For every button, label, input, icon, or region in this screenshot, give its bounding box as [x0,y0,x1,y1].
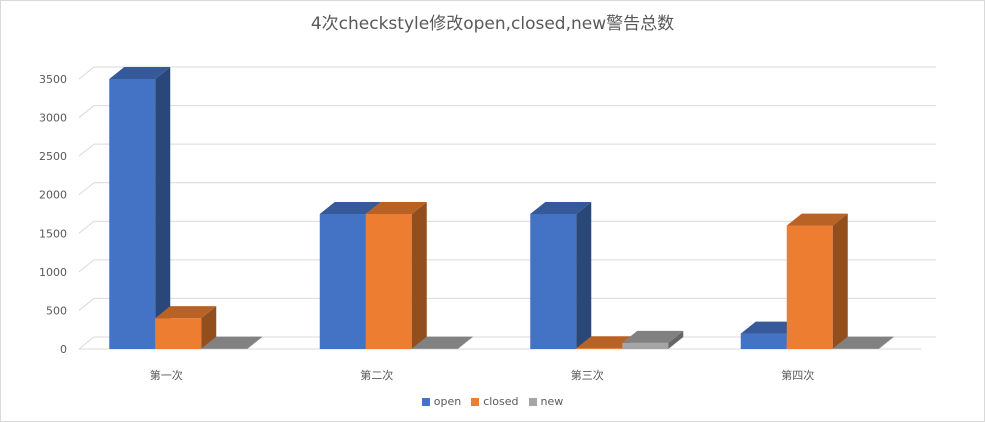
y-tick-label: 1500 [39,227,67,240]
bar-side-open [576,202,592,349]
bar-top-open [530,202,592,214]
bar-top-closed [786,213,848,226]
y-tick-label: 500 [46,304,67,317]
bar-side-new [668,330,684,349]
bar-top-new [622,330,684,343]
gridline-side [78,220,95,234]
bar-side-open [155,67,171,349]
y-tick-label: 3500 [39,73,67,86]
y-tick-label: 3000 [39,112,67,125]
bar-top-open [109,67,171,79]
bar-side-closed [411,202,427,349]
bar-closed [576,348,623,349]
bar-closed [786,225,833,349]
bar-top-new [832,336,894,349]
gridline-side [78,66,95,80]
bar-top-open [740,321,802,334]
legend-label: closed [483,395,519,408]
gridline-side [78,259,95,273]
legend-label: open [433,395,462,408]
bar-top-closed [155,306,217,319]
bar-top-closed [365,202,427,214]
bar-closed [365,214,412,349]
chart-plot: 0 500 1000 1500 2000 2500 3000 3500 第一次 第二次 第三次 第四次 [39,66,936,382]
legend-swatch [471,397,480,406]
legend-item-new: new [528,395,564,408]
bar-top-new [201,336,263,349]
bar-top-closed [576,336,638,349]
bar-open [109,79,156,349]
x-tick-label: 第四次 [781,368,814,382]
y-tick-label: 1000 [39,266,67,279]
gridline-side [78,105,95,118]
x-tick-label: 第一次 [150,368,183,382]
legend-label: new [540,395,564,408]
bar-open [740,333,787,349]
gridline-side [78,143,95,157]
bar-top-new [411,336,473,349]
bar-new [622,342,669,349]
gridline-side [78,336,95,350]
legend-swatch [528,397,537,406]
chart-title: 4次checkstyle修改open,closed,new警告总数 [310,14,675,34]
y-tick-label: 0 [60,343,67,356]
gridline-side [78,182,95,196]
x-tick-label: 第三次 [571,368,604,382]
chart-legend: open closed new [1,395,984,409]
bar-closed [155,318,202,349]
bar-side-closed [832,213,848,349]
x-tick-label: 第二次 [360,368,393,382]
legend-item-closed: closed [471,395,519,408]
bar-open [319,214,366,349]
gridline-side [78,298,95,311]
legend-item-open: open [421,395,462,408]
bar-side-closed [201,306,217,349]
bar-open [530,214,577,349]
bar-top-open [319,202,381,214]
y-tick-label: 2500 [39,150,67,163]
y-tick-label: 2000 [39,189,67,202]
legend-swatch [421,397,430,406]
bar-side-new [457,336,473,349]
bar-side-new [247,336,263,349]
bar-side-new [878,336,894,349]
